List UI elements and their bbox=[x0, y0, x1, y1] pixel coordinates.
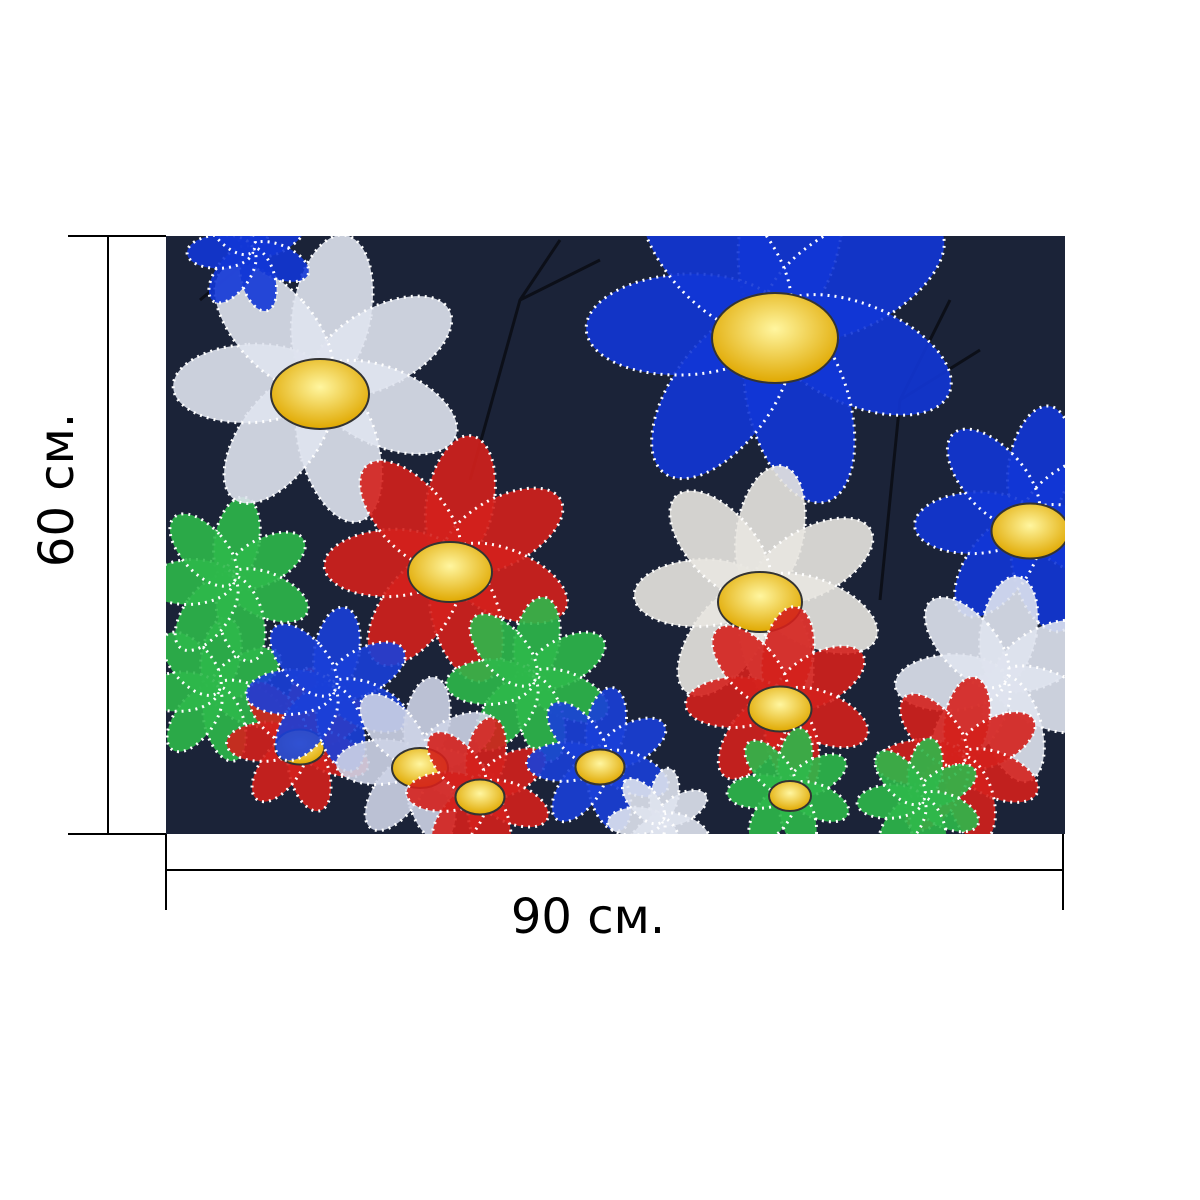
flower bbox=[606, 766, 711, 834]
lamp bbox=[990, 502, 1065, 560]
flower bbox=[913, 404, 1065, 634]
lamp bbox=[747, 685, 813, 733]
petal bbox=[710, 624, 790, 709]
lamp bbox=[454, 778, 506, 816]
petal bbox=[203, 236, 257, 257]
lamp bbox=[270, 358, 370, 430]
lamp bbox=[407, 541, 493, 603]
petal bbox=[358, 459, 463, 571]
petal bbox=[468, 612, 539, 688]
petal bbox=[268, 622, 339, 698]
lantern-flowers bbox=[166, 236, 1065, 834]
flower bbox=[322, 434, 569, 684]
lamp bbox=[768, 780, 812, 812]
petal bbox=[655, 811, 711, 834]
width-label: 90 см. bbox=[511, 889, 665, 945]
height-label: 60 см. bbox=[29, 413, 85, 567]
petal bbox=[168, 512, 239, 588]
flower bbox=[166, 495, 310, 663]
petal bbox=[945, 427, 1042, 530]
flower bbox=[444, 595, 610, 763]
flower bbox=[584, 236, 953, 505]
lamp bbox=[574, 748, 626, 786]
flower bbox=[855, 736, 981, 834]
flower bbox=[185, 236, 311, 313]
petal bbox=[620, 777, 666, 826]
photo bbox=[166, 236, 1065, 834]
flower bbox=[725, 726, 851, 834]
petal bbox=[923, 595, 1011, 690]
lamp bbox=[711, 292, 839, 384]
petal bbox=[358, 692, 429, 768]
flower bbox=[171, 236, 459, 524]
petal bbox=[898, 692, 969, 768]
petal bbox=[668, 489, 773, 601]
petal bbox=[166, 630, 223, 697]
petal bbox=[873, 748, 927, 807]
